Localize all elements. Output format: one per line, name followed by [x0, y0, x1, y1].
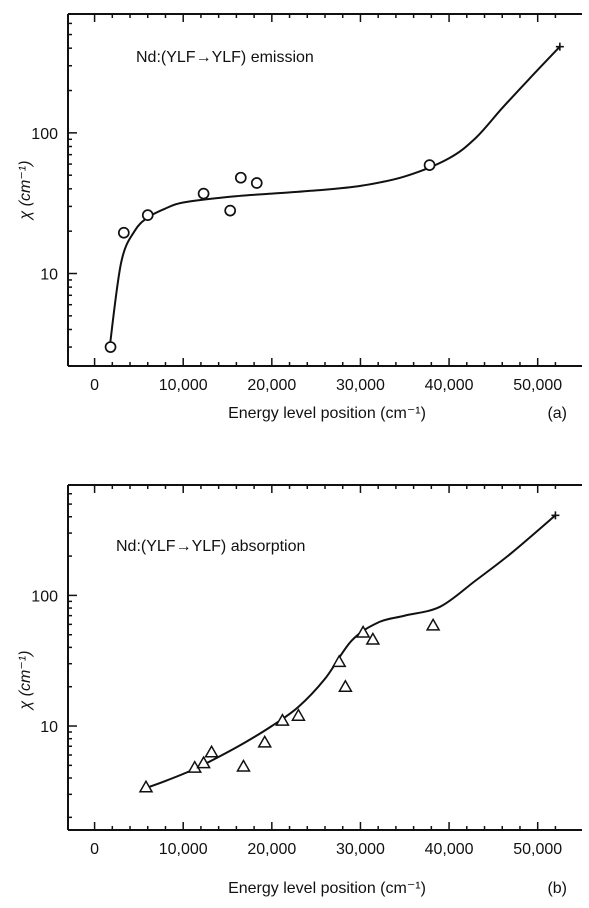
data-point: [141, 209, 154, 221]
y-axis-label: χ (cm⁻¹): [17, 161, 34, 222]
x-tick-label: 50,000: [513, 841, 562, 858]
y-tick-label: 100: [31, 126, 58, 143]
x-axis-label: Energy level position (cm⁻¹): [228, 880, 426, 897]
data-point: [138, 779, 154, 793]
data-point: [275, 713, 290, 726]
y-tick-label: 10: [40, 267, 58, 284]
data-point: [331, 654, 347, 668]
x-tick-label: 40,000: [425, 841, 474, 858]
fit-curve: [108, 46, 561, 348]
chart-panel-absorption: Nd:(YLF→YLF) absorption χ (cm⁻¹) Energy …: [17, 484, 582, 897]
x-tick-label: 0: [90, 377, 99, 394]
x-tick-label: 30,000: [336, 841, 385, 858]
data-point: [250, 177, 263, 189]
data-point: [338, 679, 353, 692]
data-point: [197, 187, 210, 200]
chart-panel-emission: Nd:(YLF→YLF) emission χ (cm⁻¹) Energy le…: [17, 13, 582, 422]
data-point: [257, 734, 273, 748]
x-tick-label: 30,000: [336, 377, 385, 394]
data-point: [104, 341, 117, 353]
data-point: [423, 159, 436, 171]
x-tick-label: 20,000: [247, 377, 296, 394]
y-tick-label: 100: [31, 588, 58, 605]
data-point: [234, 171, 247, 184]
data-point: [291, 708, 306, 721]
y-axis-label: χ (cm⁻¹): [17, 651, 34, 712]
x-axis-label: Energy level position (cm⁻¹): [228, 405, 426, 422]
data-point: [355, 624, 371, 638]
x-tick-label: 10,000: [159, 377, 208, 394]
data-point: [196, 755, 211, 769]
data-point: [204, 744, 219, 758]
panel-label: (a): [547, 405, 567, 422]
x-tick-label: 10,000: [159, 841, 208, 858]
data-point: [224, 204, 237, 217]
panel-label: (b): [547, 880, 567, 897]
data-point: [425, 617, 441, 631]
x-tick-label: 40,000: [425, 377, 474, 394]
data-point: [365, 631, 381, 645]
x-tick-label: 0: [90, 841, 99, 858]
x-tick-label: 50,000: [513, 377, 562, 394]
data-point: [236, 758, 251, 772]
chart-title: Nd:(YLF→YLF) absorption: [116, 538, 305, 555]
y-tick-label: 10: [40, 719, 58, 736]
fit-curve: [142, 514, 557, 790]
chart-title: Nd:(YLF→YLF) emission: [136, 49, 314, 66]
x-tick-label: 20,000: [247, 841, 296, 858]
data-point: [117, 226, 130, 239]
